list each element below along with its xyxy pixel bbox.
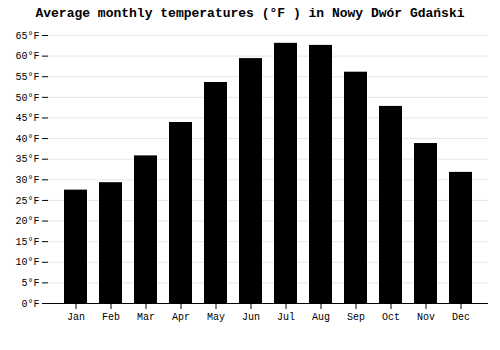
svg-text:Aug: Aug bbox=[312, 312, 330, 323]
svg-text:55°F: 55°F bbox=[15, 72, 39, 83]
svg-text:Mar: Mar bbox=[137, 312, 155, 323]
svg-text:25°F: 25°F bbox=[15, 196, 39, 207]
svg-text:Jul: Jul bbox=[277, 312, 295, 323]
svg-text:Nov: Nov bbox=[417, 312, 435, 323]
svg-text:60°F: 60°F bbox=[15, 51, 39, 62]
svg-text:40°F: 40°F bbox=[15, 134, 39, 145]
svg-text:10°F: 10°F bbox=[15, 257, 39, 268]
svg-text:15°F: 15°F bbox=[15, 237, 39, 248]
html-text:Average monthly temperatures (: Average monthly temperatures (°F ) in No… bbox=[35, 6, 465, 21]
svg-text:Jan: Jan bbox=[67, 312, 85, 323]
svg-text:0°F: 0°F bbox=[21, 299, 39, 310]
svg-text:45°F: 45°F bbox=[15, 113, 39, 124]
svg-text:Feb: Feb bbox=[102, 312, 120, 323]
svg-text:Sep: Sep bbox=[347, 312, 365, 323]
svg-text:20°F: 20°F bbox=[15, 216, 39, 227]
svg-text:Dec: Dec bbox=[452, 312, 470, 323]
svg-text:Oct: Oct bbox=[382, 312, 400, 323]
svg-text:35°F: 35°F bbox=[15, 154, 39, 165]
svg-text:50°F: 50°F bbox=[15, 93, 39, 104]
svg-text:Apr: Apr bbox=[172, 312, 190, 323]
svg-text:May: May bbox=[207, 312, 225, 323]
svg-text:30°F: 30°F bbox=[15, 175, 39, 186]
svg-text:65°F: 65°F bbox=[15, 31, 39, 42]
svg-text:5°F: 5°F bbox=[21, 278, 39, 289]
svg-text:Jun: Jun bbox=[242, 312, 260, 323]
